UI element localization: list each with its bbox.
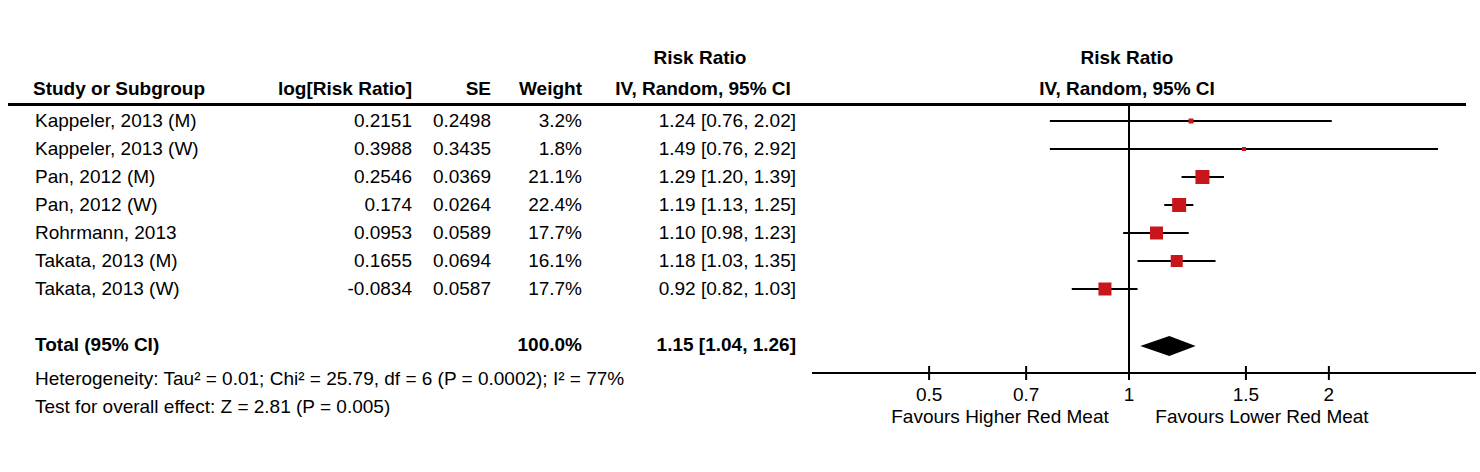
forest-graph: 0.5 0.7 1 1.5 2 Favours Higher Red Meat Favour… [0, 0, 1480, 472]
axis-tick-label: 2 [1324, 384, 1335, 405]
favours-right-label: Favours Lower Red Meat [1155, 406, 1369, 427]
axis-tick-label: 0.5 [916, 384, 942, 405]
effect-marker [1171, 255, 1183, 267]
forest-plot-figure: Risk Ratio IV, Random, 95% CI Risk Ratio… [0, 0, 1480, 472]
axis-tick-label: 1 [1124, 384, 1135, 405]
effect-marker [1098, 283, 1111, 296]
axis-tick-label: 1.5 [1233, 384, 1259, 405]
effect-marker [1150, 227, 1163, 240]
favours-left-label: Favours Higher Red Meat [891, 406, 1109, 427]
effect-marker [1172, 198, 1186, 212]
effect-marker [1189, 119, 1194, 124]
summary-diamond [1140, 336, 1195, 356]
effect-marker [1195, 170, 1209, 184]
axis-tick-label: 0.7 [1013, 384, 1039, 405]
effect-marker [1242, 147, 1246, 151]
